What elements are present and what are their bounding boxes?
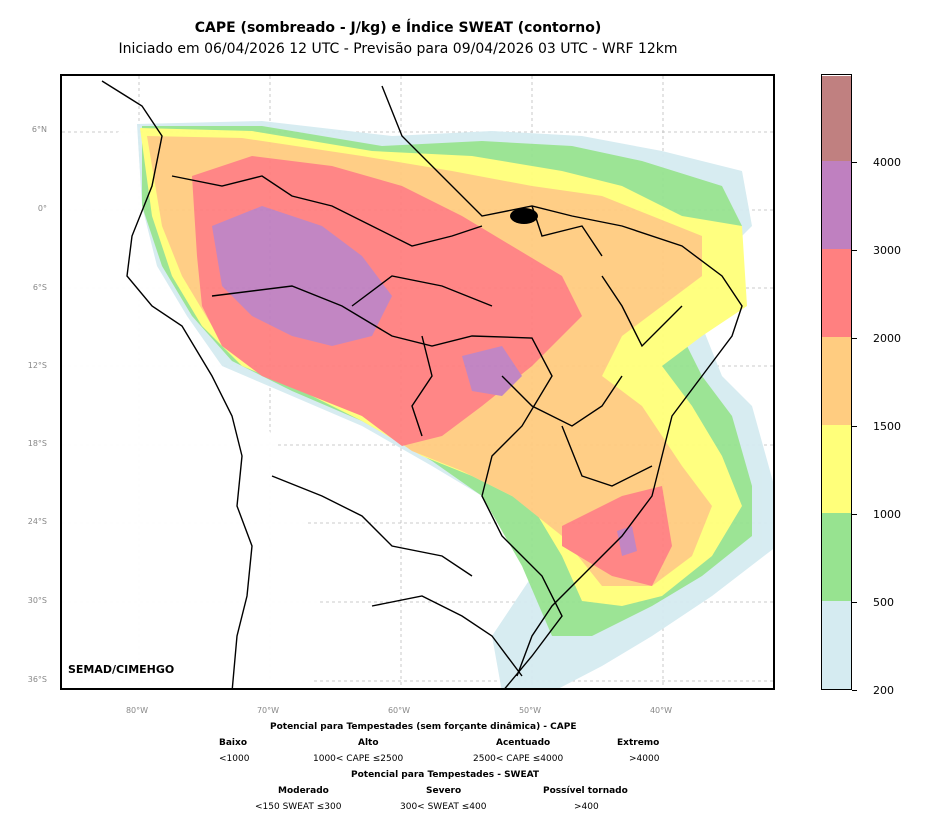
colorbar-tick-mark bbox=[852, 338, 857, 339]
lat-label-6s: 6°S bbox=[32, 283, 47, 292]
sweat-legend-severo-range: 300< SWEAT ≤400 bbox=[400, 802, 487, 812]
colorbar-tick-1000: 1000 bbox=[873, 508, 901, 521]
map-svg bbox=[62, 76, 773, 688]
lon-label-40w: 40°W bbox=[649, 706, 673, 715]
colorbar-band-1000 bbox=[822, 425, 851, 513]
sweat-legend-severo: Severo bbox=[426, 786, 462, 796]
colorbar-band-500 bbox=[822, 513, 851, 601]
lon-label-80w: 80°W bbox=[125, 706, 149, 715]
cape-legend-baixo: Baixo bbox=[219, 738, 248, 748]
colorbar-tick-mark bbox=[852, 514, 857, 515]
lon-label-60w: 60°W bbox=[387, 706, 411, 715]
colorbar-tick-mark bbox=[852, 426, 857, 427]
colorbar-band-200 bbox=[822, 601, 851, 689]
cape-legend-acentuado: Acentuado bbox=[496, 738, 551, 748]
cape-legend-baixo-range: <1000 bbox=[219, 754, 250, 764]
colorbar-band-4000 bbox=[822, 76, 851, 161]
credit-label: SEMAD/CIMEHGO bbox=[68, 663, 175, 676]
lon-label-50w: 50°W bbox=[518, 706, 542, 715]
colorbar-tick-200: 200 bbox=[873, 684, 894, 697]
cape-shading bbox=[62, 121, 773, 688]
country-borders bbox=[101, 80, 743, 688]
lat-label-30s: 30°S bbox=[27, 596, 47, 605]
lon-label-70w: 70°W bbox=[256, 706, 280, 715]
cape-legend-extremo: Extremo bbox=[617, 738, 660, 748]
sweat-legend-moderado: Moderado bbox=[278, 786, 329, 796]
colorbar-tick-3000: 3000 bbox=[873, 244, 901, 257]
colorbar-tick-1500: 1500 bbox=[873, 420, 901, 433]
sweat-legend-tornado-range: >400 bbox=[574, 802, 599, 812]
colorbar-band-3000 bbox=[822, 161, 851, 249]
map-subtitle: Iniciado em 06/04/2026 12 UTC - Previsão… bbox=[118, 41, 678, 57]
lat-label-36s: 36°S bbox=[27, 675, 47, 684]
colorbar-tick-500: 500 bbox=[873, 596, 894, 609]
cape-legend-title: Potencial para Tempestades (sem forçante… bbox=[270, 722, 577, 732]
cape-legend-alto: Alto bbox=[358, 738, 379, 748]
lat-label-0: 0° bbox=[37, 204, 47, 213]
lat-label-12s: 12°S bbox=[27, 361, 47, 370]
lat-label-18s: 18°S bbox=[27, 439, 47, 448]
colorbar-band-2000 bbox=[822, 249, 851, 337]
cape-legend-alto-range: 1000< CAPE ≤2500 bbox=[313, 754, 404, 764]
sweat-legend-moderado-range: <150 SWEAT ≤300 bbox=[255, 802, 342, 812]
map-title: CAPE (sombreado - J/kg) e Índice SWEAT (… bbox=[194, 20, 602, 36]
colorbar-tick-2000: 2000 bbox=[873, 332, 901, 345]
map-panel bbox=[60, 74, 775, 690]
cape-legend-extremo-range: >4000 bbox=[629, 754, 660, 764]
colorbar bbox=[821, 74, 852, 690]
amazon-delta bbox=[510, 208, 538, 224]
colorbar-band-1500 bbox=[822, 337, 851, 425]
colorbar-tick-mark bbox=[852, 162, 857, 163]
sweat-legend-title: Potencial para Tempestades - SWEAT bbox=[351, 770, 540, 780]
colorbar-tick-mark bbox=[852, 690, 857, 691]
colorbar-tick-4000: 4000 bbox=[873, 156, 901, 169]
lat-label-24s: 24°S bbox=[27, 517, 47, 526]
colorbar-tick-mark bbox=[852, 250, 857, 251]
cape-legend-acentuado-range: 2500< CAPE ≤4000 bbox=[473, 754, 564, 764]
lat-label-6n: 6°N bbox=[31, 125, 47, 134]
sweat-legend-tornado: Possível tornado bbox=[543, 786, 628, 796]
colorbar-tick-mark bbox=[852, 602, 857, 603]
